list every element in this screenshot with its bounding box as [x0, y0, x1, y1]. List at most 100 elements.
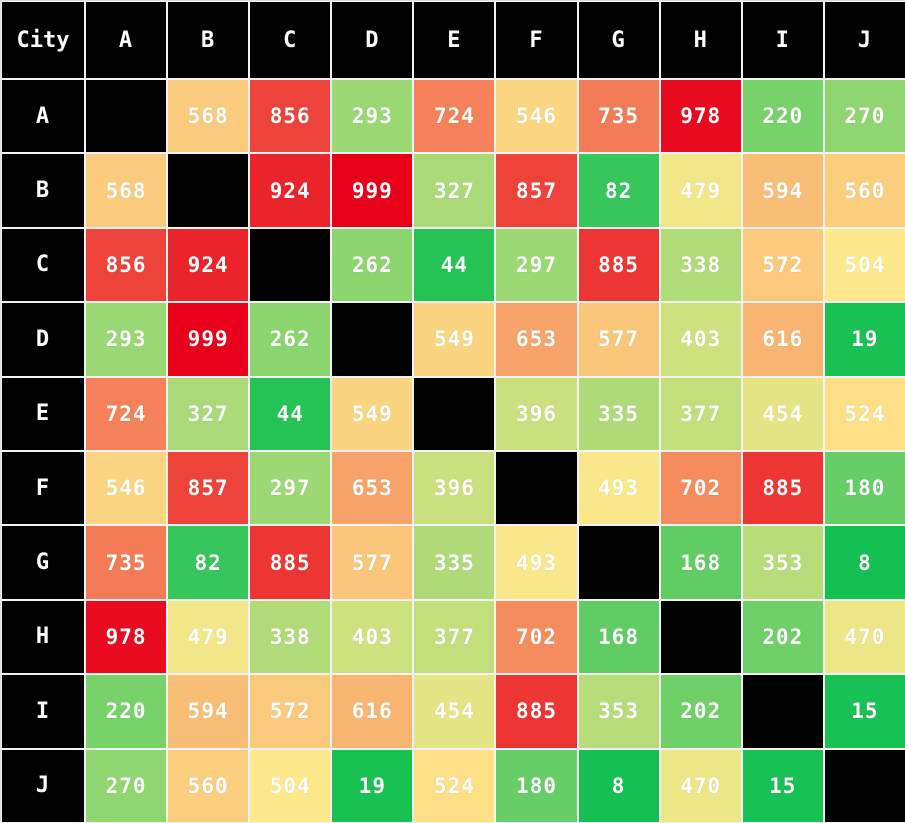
heatmap-cell: 479: [659, 153, 742, 228]
heatmap-cell: 572: [249, 674, 332, 749]
heatmap-cell: 454: [413, 674, 496, 749]
heatmap-cell: 702: [659, 450, 742, 526]
heatmap-cell: 493: [495, 525, 578, 600]
column-header: A: [85, 1, 168, 79]
heatmap-cell: 338: [249, 599, 332, 675]
heatmap-cell: 577: [577, 302, 660, 377]
heatmap-cell: 168: [577, 599, 660, 675]
heatmap-cell: 15: [741, 748, 824, 823]
heatmap-cell: 470: [659, 748, 742, 823]
column-header: D: [331, 1, 414, 79]
heatmap-cell: 327: [413, 153, 496, 228]
heatmap-cell: 885: [577, 227, 660, 303]
heatmap-cell: 270: [85, 748, 168, 823]
heatmap-cell: 377: [413, 599, 496, 675]
heatmap-cell: 924: [249, 153, 332, 228]
heatmap-cell: 546: [85, 450, 168, 526]
row-header: E: [1, 376, 85, 451]
row-header: A: [1, 79, 85, 154]
heatmap-cell: 353: [577, 674, 660, 749]
heatmap-cell: 885: [741, 450, 824, 526]
heatmap-cell: 270: [823, 79, 905, 154]
diagonal-cell: [167, 153, 250, 228]
diagonal-cell: [823, 748, 905, 823]
heatmap-cell: 885: [249, 525, 332, 600]
row-header: H: [1, 599, 85, 675]
diagonal-cell: [495, 450, 578, 526]
row-header: C: [1, 227, 85, 303]
heatmap-cell: 293: [331, 79, 414, 154]
heatmap-cell: 857: [495, 153, 578, 228]
heatmap-cell: 403: [659, 302, 742, 377]
heatmap-cell: 568: [85, 153, 168, 228]
heatmap-cell: 735: [85, 525, 168, 600]
heatmap-cell: 335: [577, 376, 660, 451]
heatmap-cell: 546: [495, 79, 578, 154]
diagonal-cell: [331, 302, 414, 377]
heatmap-cell: 999: [167, 302, 250, 377]
heatmap-cell: 999: [331, 153, 414, 228]
heatmap-cell: 403: [331, 599, 414, 675]
row-header: F: [1, 450, 85, 526]
heatmap-cell: 293: [85, 302, 168, 377]
heatmap-cell: 44: [413, 227, 496, 303]
heatmap-cell: 297: [249, 450, 332, 526]
heatmap-cell: 653: [331, 450, 414, 526]
column-header: F: [495, 1, 578, 79]
column-header: E: [413, 1, 496, 79]
heatmap-cell: 616: [741, 302, 824, 377]
row-header: I: [1, 674, 85, 749]
heatmap-cell: 560: [823, 153, 905, 228]
heatmap-cell: 724: [85, 376, 168, 451]
heatmap-cell: 220: [741, 79, 824, 154]
heatmap-cell: 560: [167, 748, 250, 823]
row-header: J: [1, 748, 85, 823]
column-header: G: [577, 1, 660, 79]
heatmap-cell: 616: [331, 674, 414, 749]
heatmap-cell: 82: [167, 525, 250, 600]
heatmap-cell: 19: [331, 748, 414, 823]
column-header: H: [659, 1, 742, 79]
heatmap-cell: 724: [413, 79, 496, 154]
column-header: I: [741, 1, 824, 79]
heatmap-cell: 549: [413, 302, 496, 377]
heatmap-cell: 82: [577, 153, 660, 228]
heatmap-cell: 8: [823, 525, 905, 600]
heatmap-cell: 504: [249, 748, 332, 823]
diagonal-cell: [249, 227, 332, 303]
heatmap-cell: 470: [823, 599, 905, 675]
heatmap-cell: 594: [741, 153, 824, 228]
heatmap-cell: 202: [741, 599, 824, 675]
heatmap-cell: 8: [577, 748, 660, 823]
heatmap-cell: 594: [167, 674, 250, 749]
column-header: B: [167, 1, 250, 79]
heatmap-cell: 327: [167, 376, 250, 451]
column-header: J: [823, 1, 905, 79]
heatmap-cell: 19: [823, 302, 905, 377]
row-header: D: [1, 302, 85, 377]
heatmap-cell: 297: [495, 227, 578, 303]
heatmap-cell: 338: [659, 227, 742, 303]
heatmap-cell: 454: [741, 376, 824, 451]
heatmap-cell: 44: [249, 376, 332, 451]
heatmap-cell: 180: [495, 748, 578, 823]
row-header: B: [1, 153, 85, 228]
heatmap-cell: 856: [249, 79, 332, 154]
heatmap-cell: 15: [823, 674, 905, 749]
diagonal-cell: [659, 599, 742, 675]
row-header: G: [1, 525, 85, 600]
heatmap-cell: 735: [577, 79, 660, 154]
heatmap-cell: 549: [331, 376, 414, 451]
heatmap-cell: 168: [659, 525, 742, 600]
heatmap-cell: 493: [577, 450, 660, 526]
corner-label: City: [1, 1, 85, 79]
heatmap-cell: 885: [495, 674, 578, 749]
heatmap-cell: 653: [495, 302, 578, 377]
column-header: C: [249, 1, 332, 79]
diagonal-cell: [85, 79, 168, 154]
heatmap-cell: 220: [85, 674, 168, 749]
heatmap-cell: 262: [249, 302, 332, 377]
heatmap-cell: 479: [167, 599, 250, 675]
heatmap-cell: 524: [413, 748, 496, 823]
heatmap-cell: 924: [167, 227, 250, 303]
